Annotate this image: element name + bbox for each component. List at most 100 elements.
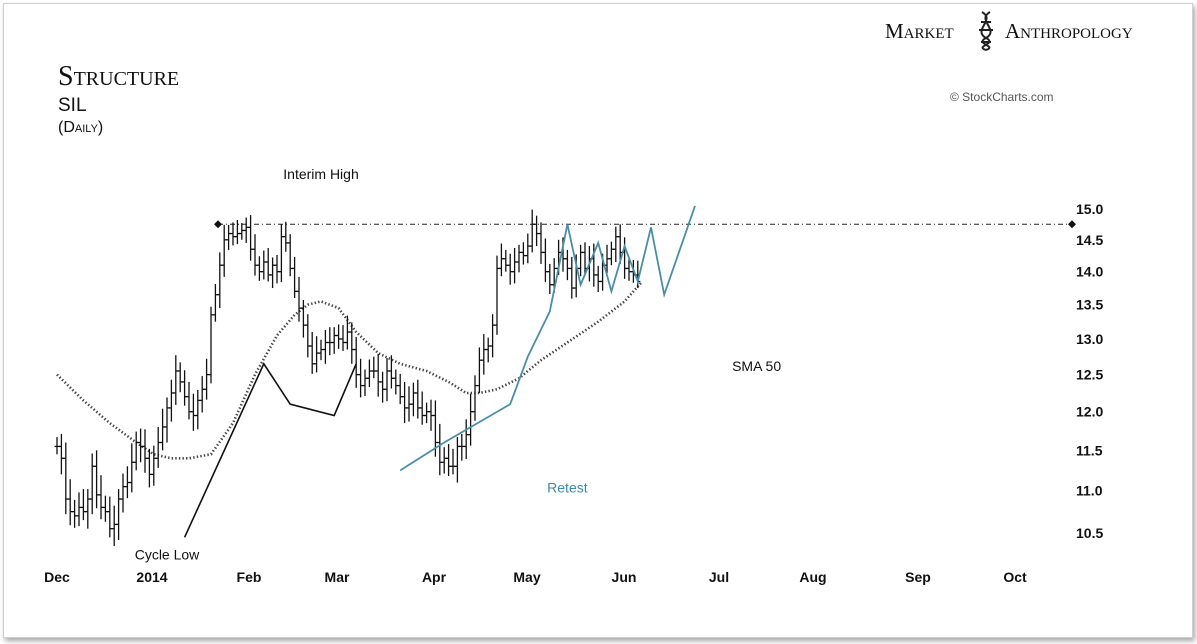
ohlc-bar bbox=[212, 284, 218, 322]
ohlc-bar bbox=[102, 495, 108, 522]
x-tick-label: Jun bbox=[612, 569, 637, 585]
brand-word-market: Market bbox=[885, 19, 954, 43]
ohlc-bar bbox=[173, 355, 179, 405]
ohlc-bar bbox=[111, 505, 117, 547]
resistance-marker-right bbox=[1068, 220, 1076, 229]
y-tick-label: 15.0 bbox=[1076, 201, 1103, 217]
ohlc-bar bbox=[380, 371, 386, 403]
ohlc-bar bbox=[116, 489, 122, 540]
annotations: Interim High Cycle Low Retest SMA 50 bbox=[135, 166, 782, 562]
y-tick-label: 12.0 bbox=[1076, 404, 1103, 420]
ohlc-bar bbox=[177, 362, 183, 393]
x-tick-label: Feb bbox=[237, 569, 262, 585]
ohlc-bar bbox=[234, 219, 240, 245]
ohlc-bar bbox=[72, 499, 78, 528]
ohlc-bar bbox=[63, 442, 69, 515]
ohlc-bar bbox=[410, 382, 416, 417]
ohlc-bar bbox=[98, 475, 104, 520]
y-tick-label: 11.5 bbox=[1076, 442, 1103, 458]
ohlc-bar bbox=[164, 397, 170, 443]
ohlc-bar bbox=[371, 356, 377, 379]
chart-title: Structure bbox=[58, 61, 179, 92]
ohlc-bar bbox=[362, 369, 368, 396]
ohlc-bar bbox=[314, 336, 320, 373]
ohlc-bar bbox=[472, 375, 478, 421]
chart-subtitle: SIL bbox=[58, 95, 87, 116]
plot-area: 10.5 11.0 11.5 12.0 12.5 13.0 13.5 14.0 14.5 15.0… bbox=[44, 166, 1103, 585]
sma50-line bbox=[56, 280, 644, 460]
ohlc-bar bbox=[58, 433, 64, 475]
ohlc-bar bbox=[534, 215, 540, 247]
ohlc-bar bbox=[221, 224, 227, 277]
ohlc-bar bbox=[375, 353, 381, 397]
ohlc-bar bbox=[133, 431, 139, 471]
ohlc-bar bbox=[344, 315, 350, 350]
annotation-label: SMA 50 bbox=[732, 358, 781, 374]
ohlc-bar bbox=[89, 453, 95, 515]
chart-frame bbox=[3, 3, 1193, 638]
ohlc-bar bbox=[217, 252, 223, 309]
annotation-label: Retest bbox=[547, 479, 588, 495]
ohlc-bar bbox=[146, 448, 152, 488]
ohlc-bar bbox=[507, 253, 513, 285]
x-tick-label: Sep bbox=[905, 569, 931, 585]
ohlc-bar bbox=[278, 224, 284, 283]
ohlc-bar bbox=[490, 314, 496, 358]
ohlc-bar bbox=[564, 249, 570, 281]
resistance-marker-left bbox=[214, 220, 222, 229]
ohlc-bar bbox=[547, 263, 553, 295]
ohlc-bar bbox=[459, 433, 465, 461]
pattern-line-black bbox=[183, 362, 357, 538]
ohlc-bar bbox=[608, 241, 614, 266]
brand-word-anthropology: Anthropology bbox=[1005, 19, 1133, 43]
ohlc-bar bbox=[270, 257, 276, 289]
ohlc-bar bbox=[80, 489, 86, 521]
ohlc-bar bbox=[239, 223, 245, 240]
dna-helix-icon bbox=[979, 11, 993, 51]
ohlc-bar bbox=[195, 390, 201, 430]
ohlc-bar bbox=[199, 376, 205, 413]
chart-interval: (Daily) bbox=[58, 119, 103, 136]
ohlc-bar bbox=[353, 336, 359, 388]
y-tick-label: 13.5 bbox=[1076, 297, 1103, 313]
ohlc-bar bbox=[340, 325, 346, 351]
ohlc-bar bbox=[265, 247, 271, 282]
ohlc-bar bbox=[525, 233, 531, 264]
ohlc-bar bbox=[529, 209, 535, 253]
x-tick-label: Oct bbox=[1003, 569, 1027, 585]
x-tick-label: May bbox=[513, 569, 540, 585]
ohlc-bar bbox=[230, 222, 236, 246]
ohlc-bar bbox=[67, 479, 73, 526]
ohlc-bar bbox=[494, 255, 500, 335]
ohlc-bar bbox=[578, 244, 584, 277]
ohlc-bar bbox=[402, 381, 408, 424]
x-tick-label: Mar bbox=[325, 569, 350, 585]
ohlc-bar bbox=[481, 334, 487, 375]
ohlc-bar bbox=[397, 373, 403, 405]
x-tick-label: Dec bbox=[44, 569, 70, 585]
ohlc-bar bbox=[168, 379, 174, 422]
ohlc-bar bbox=[327, 327, 333, 356]
ohlc-bar bbox=[305, 314, 311, 358]
y-tick-label: 12.5 bbox=[1076, 367, 1103, 383]
x-tick-label: Apr bbox=[422, 569, 447, 585]
y-tick-label: 14.0 bbox=[1076, 264, 1103, 280]
pattern-line-blue bbox=[399, 205, 696, 472]
ohlc-bar bbox=[419, 391, 425, 425]
ohlc-bar bbox=[498, 243, 504, 277]
ohlc-bar bbox=[248, 215, 254, 261]
ohlc-bar bbox=[384, 358, 390, 402]
ohlc-bar bbox=[190, 393, 196, 431]
ohlc-bar bbox=[296, 276, 302, 322]
ohlc-bar bbox=[428, 399, 434, 431]
ohlc-bar bbox=[415, 379, 421, 419]
ohlc-bar bbox=[252, 234, 258, 276]
ohlc-bar bbox=[450, 448, 456, 475]
ohlc-bar bbox=[424, 402, 430, 424]
y-tick-label: 14.5 bbox=[1076, 232, 1103, 248]
ohlc-bar bbox=[520, 242, 526, 265]
ohlc-bar bbox=[160, 408, 166, 451]
ohlc-bar bbox=[226, 224, 232, 250]
y-tick-label: 11.0 bbox=[1076, 483, 1103, 499]
